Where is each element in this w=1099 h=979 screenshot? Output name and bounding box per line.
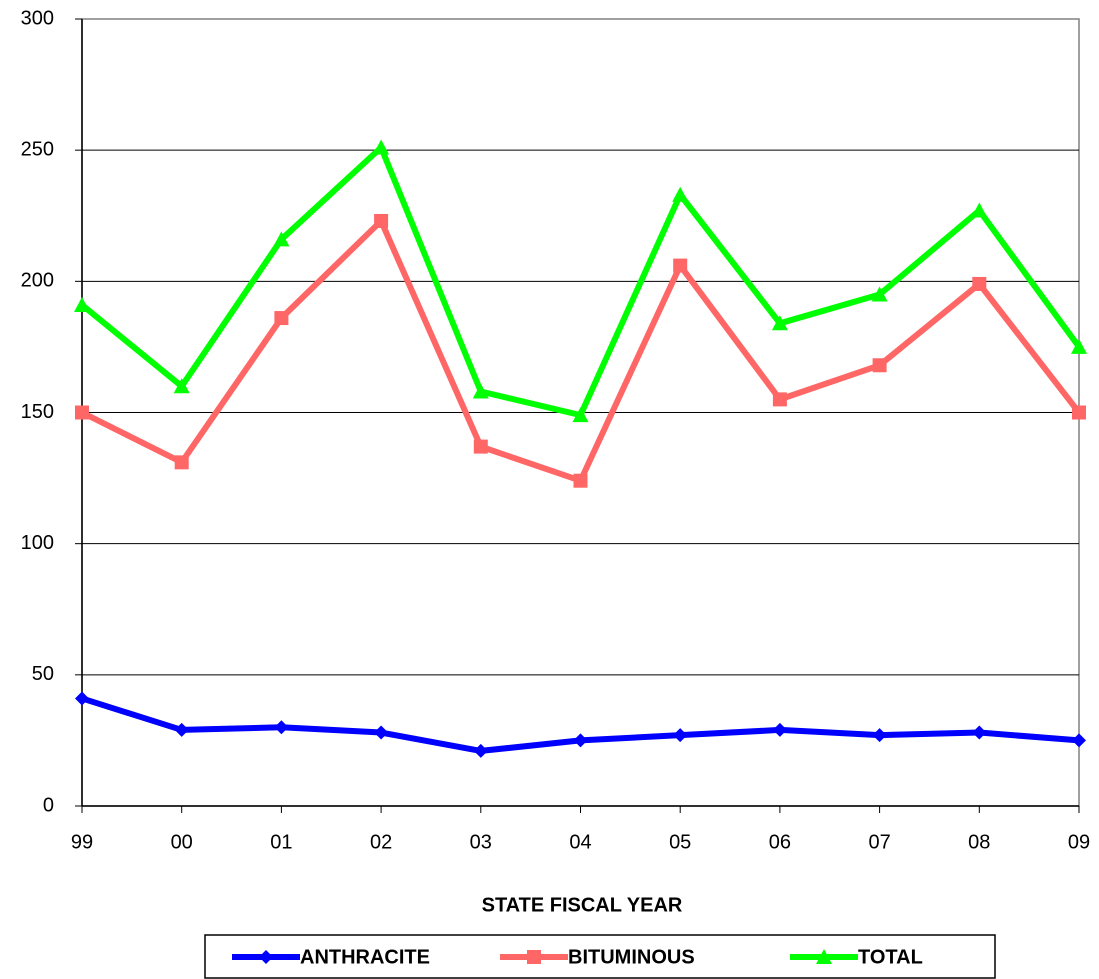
marker [872,358,887,373]
x-tick-label: 04 [569,831,591,853]
x-tick-label: 03 [470,831,492,853]
legend-label: TOTAL [858,946,923,968]
marker [573,733,588,748]
marker [74,296,90,312]
marker [274,311,289,326]
marker [373,139,390,155]
marker [473,439,488,454]
x-tick-label: 06 [769,831,791,853]
marker [816,949,832,964]
marker [872,728,887,743]
y-tick-label: 250 [21,138,54,160]
marker [573,473,588,488]
marker [673,728,688,743]
x-tick-label: 09 [1068,831,1090,853]
marker [1072,733,1086,748]
legend [204,934,996,979]
y-tick-label: 200 [21,270,54,292]
marker [971,202,988,218]
marker [75,405,89,420]
y-tick-label: 150 [21,401,54,423]
marker [527,950,541,964]
legend-label: BITUMINOUS [568,946,695,968]
y-tick-label: 100 [21,532,54,554]
marker [1072,405,1086,420]
y-tick-label: 50 [32,663,54,685]
marker [771,315,788,331]
y-tick-label: 300 [21,7,54,29]
marker [174,455,189,470]
marker [173,378,190,394]
marker [871,286,888,302]
marker [174,722,189,737]
marker [75,691,89,706]
series-line [80,217,1082,484]
y-tick-label: 0 [43,794,54,816]
marker [972,725,987,740]
marker [273,231,290,247]
marker [772,392,787,407]
marker [274,720,289,735]
x-axis-title: STATE FISCAL YEAR [482,894,683,916]
x-tick-label: 02 [370,831,392,853]
x-tick-label: 08 [968,831,990,853]
marker [473,743,488,758]
x-tick-label: 05 [669,831,691,853]
marker [472,383,489,399]
marker [1071,338,1087,354]
x-tick-label: 01 [270,831,292,853]
marker [772,722,787,737]
x-tick-label: 99 [71,831,93,853]
marker [572,407,589,423]
marker [374,725,389,740]
x-tick-label: 00 [171,831,193,853]
marker [374,213,389,228]
x-tick-label: 07 [868,831,890,853]
marker [972,276,987,291]
marker [259,950,273,964]
marker [672,186,689,202]
marker [673,258,688,273]
legend-label: ANTHRACITE [300,946,430,968]
